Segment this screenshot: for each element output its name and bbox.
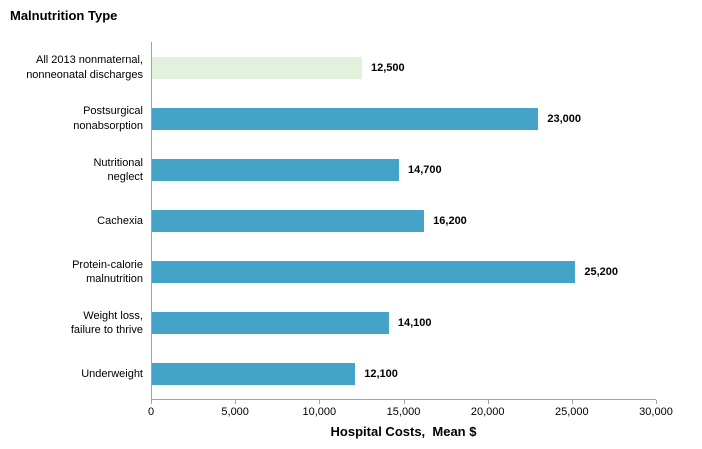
- bar-value-label: 14,700: [407, 163, 442, 176]
- bar: [152, 311, 389, 334]
- category-axis: All 2013 nonmaternal, nonneonatal discha…: [0, 42, 151, 400]
- plot-area: 12,500 23,000 14,700 16,200 25,200 14,100 12,1…: [151, 42, 656, 400]
- category-label: Weight loss, failure to thrive: [70, 309, 143, 337]
- category-label: Protein-calorie malnutrition: [72, 258, 143, 286]
- category-row: Postsurgical nonabsorption: [0, 93, 151, 144]
- bar-row: 12,500: [152, 42, 656, 93]
- bar-row: 12,100: [152, 348, 656, 399]
- tick-mark: [151, 400, 152, 404]
- bar: [152, 107, 539, 130]
- tick-mark: [487, 400, 489, 404]
- chart-body: All 2013 nonmaternal, nonneonatal discha…: [0, 42, 656, 400]
- category-row: Underweight: [0, 349, 151, 400]
- category-label: All 2013 nonmaternal, nonneonatal discha…: [26, 54, 143, 81]
- bar-value-label: 23,000: [547, 112, 582, 125]
- tick-mark: [656, 400, 657, 404]
- tick-label: 30,000: [639, 406, 673, 418]
- category-row: All 2013 nonmaternal, nonneonatal discha…: [0, 42, 151, 93]
- x-axis-title: Hospital Costs, Mean $: [330, 424, 477, 439]
- category-row: Weight loss, failure to thrive: [0, 298, 151, 349]
- bar-row: 14,700: [152, 144, 656, 195]
- tick-label: 15,000: [386, 406, 421, 418]
- tick-label: 5,000: [221, 406, 249, 418]
- bar: [152, 158, 399, 181]
- tick-label: 25,000: [555, 406, 589, 418]
- category-label: Postsurgical nonabsorption: [73, 105, 143, 132]
- tick-label: 0: [147, 406, 155, 418]
- bar: [152, 260, 576, 283]
- category-label: Cachexia: [97, 214, 143, 227]
- bar-value-label: 14,100: [397, 316, 432, 329]
- x-axis-ticks: 0 5,000 10,000 15,000 20,000 25,000 30,000: [147, 400, 673, 420]
- bar-value-label: 16,200: [433, 214, 467, 227]
- tick-label: 20,000: [470, 406, 505, 418]
- category-row: Nutritional neglect: [0, 144, 151, 195]
- category-row: Protein-calorie malnutrition: [0, 247, 151, 298]
- category-label: Underweight: [81, 368, 143, 381]
- tick-mark: [235, 400, 237, 404]
- bar-value-label: 12,500: [371, 61, 405, 74]
- tick-mark: [571, 400, 573, 404]
- bar: [152, 362, 356, 385]
- bar-row: 23,000: [152, 93, 656, 144]
- category-label: Nutritional neglect: [93, 156, 143, 183]
- bar-highlight: [152, 56, 362, 79]
- tick-mark: [403, 400, 405, 404]
- tick-label: 10,000: [302, 406, 337, 418]
- bar-value-label: 25,200: [584, 265, 619, 278]
- category-row: Cachexia: [0, 195, 151, 246]
- bar-row: 25,200: [152, 246, 656, 297]
- bar-value-label: 12,100: [364, 367, 398, 380]
- bar: [152, 209, 425, 232]
- bar-row: 16,200: [152, 195, 656, 246]
- bar-row: 14,100: [152, 297, 656, 348]
- chart-title: Malnutrition Type: [10, 8, 118, 23]
- tick-mark: [319, 400, 321, 404]
